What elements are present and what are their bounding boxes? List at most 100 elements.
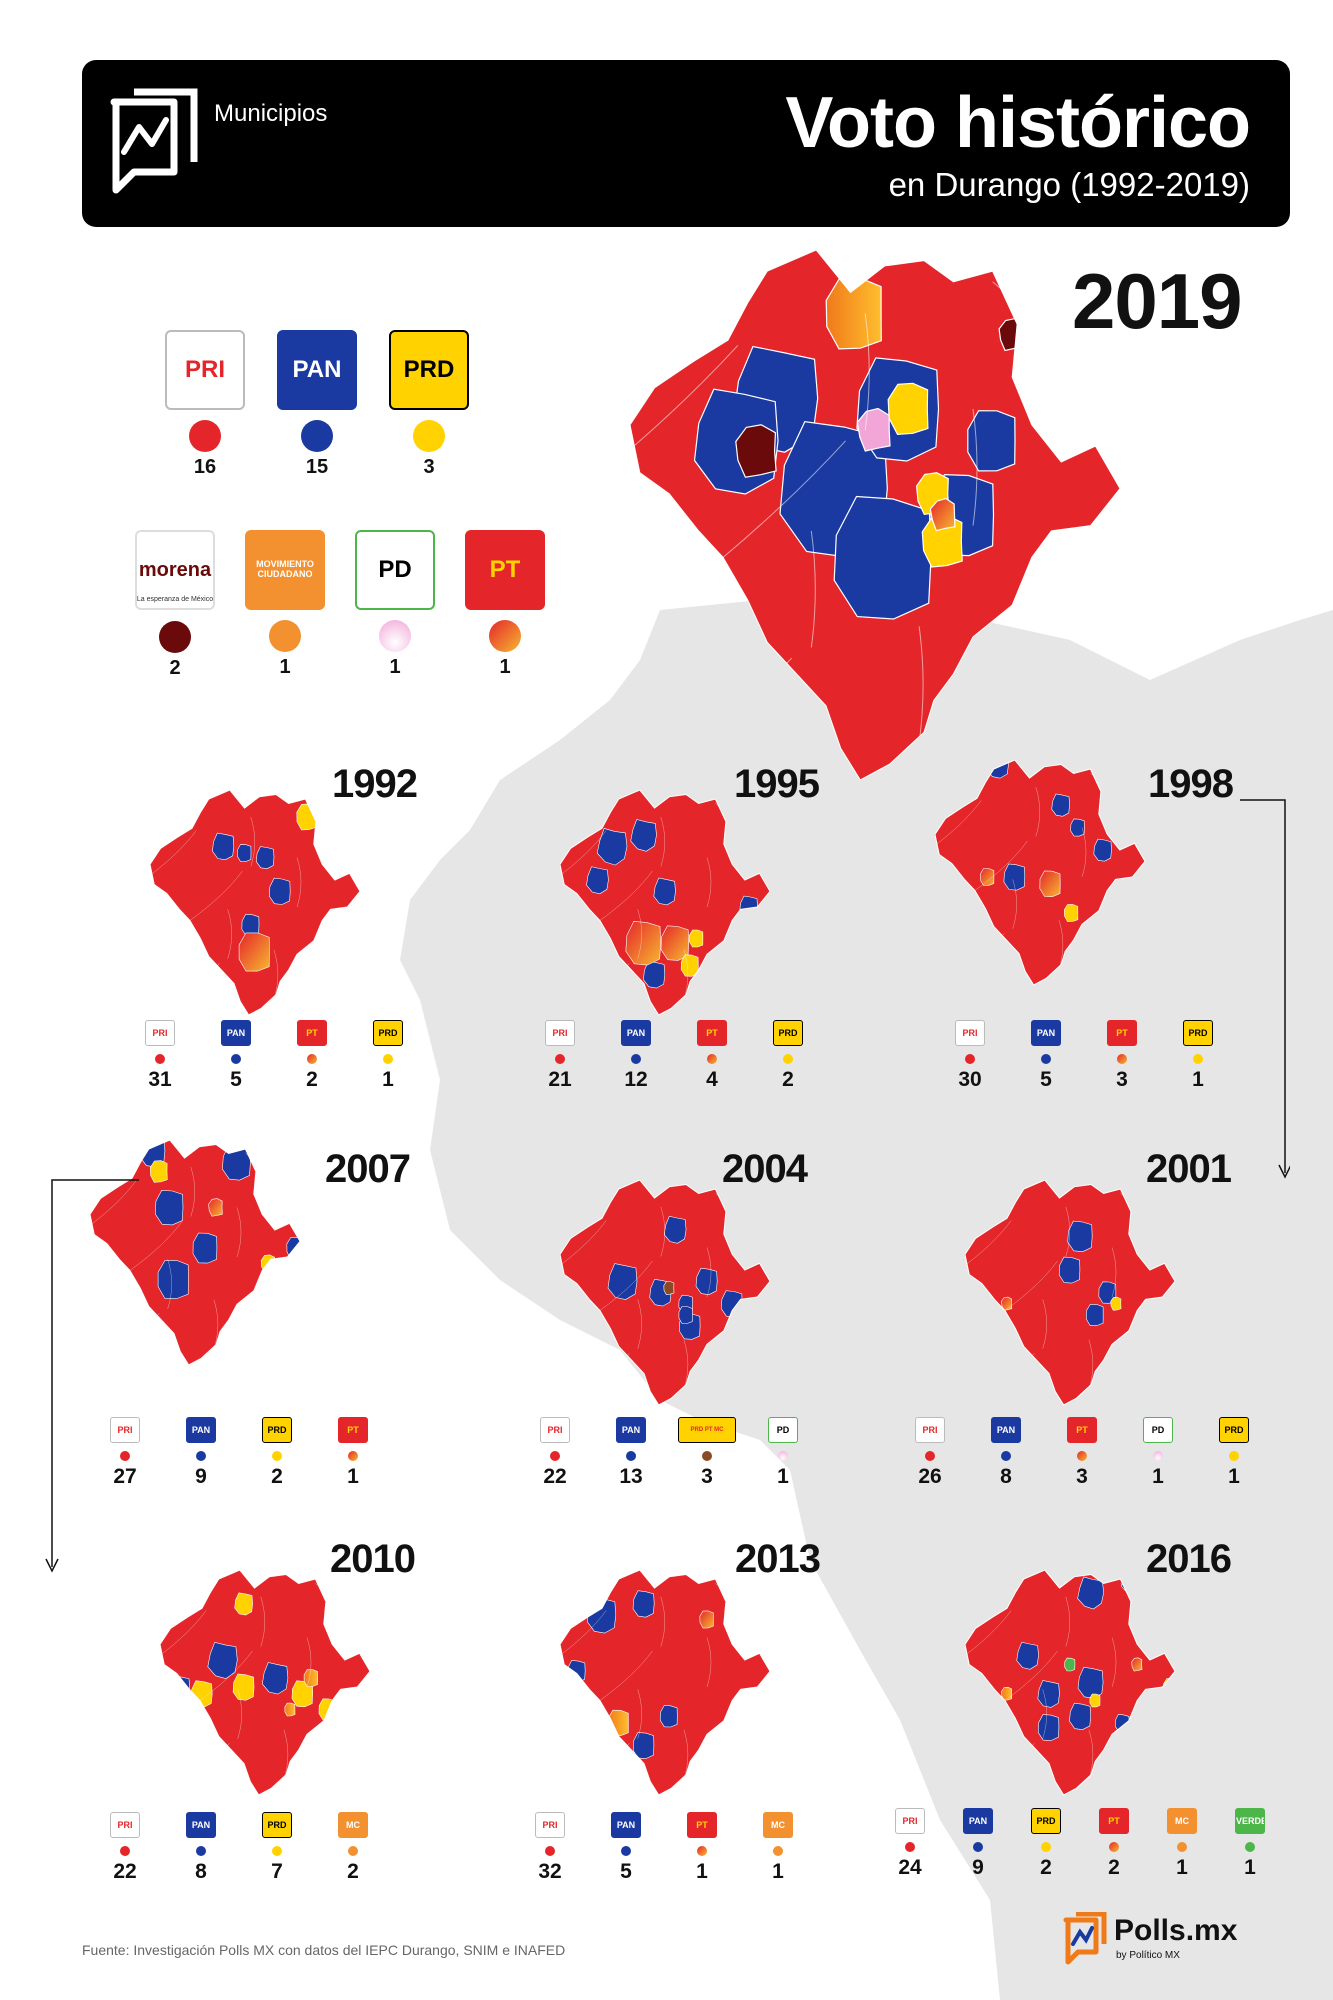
map-2001-base-pri [965, 1180, 1175, 1405]
map-1995-border [560, 830, 607, 881]
legend-item-pt: PT 3 [1052, 1417, 1112, 1489]
legend-item-pt: PT 4 [682, 1020, 742, 1092]
legend-dot [231, 1054, 241, 1064]
map-1992-border [250, 816, 256, 867]
map-2013-region-mc [607, 1709, 629, 1737]
legend-count: 1 [1192, 1068, 1204, 1091]
legend-count: 8 [195, 1860, 207, 1883]
map-2001-region-pan [1086, 1304, 1104, 1326]
map-2019-border [630, 562, 685, 680]
map-2016-region-mc [1001, 1686, 1013, 1701]
main-legend-item-prd: PRD 3 [384, 330, 474, 479]
party-logo-pt-icon: PT [297, 1020, 327, 1046]
map-1992-border [150, 830, 197, 881]
legend-count: 1 [499, 656, 511, 678]
map-1992-border [164, 976, 218, 1015]
legend-item-pt: PT 1 [323, 1417, 383, 1489]
legend-count: 5 [620, 1860, 632, 1883]
legend-count: 2 [1108, 1856, 1120, 1879]
map-1998-region-pan [1093, 838, 1112, 862]
legend-dot [269, 620, 301, 652]
legend-count: 1 [389, 656, 401, 678]
legend-count: 1 [772, 1860, 784, 1883]
chart-logo-icon [110, 88, 198, 194]
map-1995-border [599, 870, 653, 921]
map-2016-border [1111, 1637, 1117, 1688]
map-2013-region-pan [659, 1705, 678, 1728]
arrow-2007-to-2010 [45, 1179, 139, 1573]
legend-count: 8 [1000, 1465, 1012, 1488]
map-2019-border [668, 657, 793, 776]
party-logo-pan-icon: PAN [186, 1812, 216, 1838]
map-2001-region-pan [1167, 1310, 1175, 1329]
map-2001-border [1004, 1260, 1058, 1311]
map-2016-region-prd [1089, 1693, 1101, 1708]
legend-count: 1 [347, 1465, 359, 1488]
map-1992 [150, 790, 361, 1016]
map-2019-region-mc [825, 277, 882, 350]
map-1992-border [319, 990, 325, 1015]
map-2007-border [236, 1207, 242, 1258]
legend-dot [1193, 1054, 1203, 1064]
legend-dot [621, 1846, 631, 1856]
map-2013-border [576, 1743, 630, 1794]
legend-dot [189, 420, 221, 452]
year-label-1992: 1992 [332, 762, 418, 806]
map-2019-region-pan [967, 410, 1016, 472]
legend-count: 1 [1176, 1856, 1188, 1879]
legend-item-pd: PD 1 [753, 1417, 813, 1489]
map-2013-region-pan [567, 1660, 586, 1683]
map-2001-region-pan [1067, 1220, 1093, 1253]
legend-dot [307, 1054, 317, 1064]
map-2016-region-prd [1163, 1678, 1175, 1696]
map-2019-region-morena [998, 318, 1025, 352]
legend-count: 1 [382, 1068, 394, 1091]
map-2007-border [129, 1220, 183, 1271]
map-2016-region-pan [1016, 1641, 1039, 1670]
legend-item-pri: PRI 31 [130, 1020, 190, 1092]
map-2004 [560, 1180, 771, 1406]
legend-item-pan: PAN 5 [596, 1812, 656, 1884]
party-logo-pan-icon: PAN [186, 1417, 216, 1443]
map-1995-border [574, 976, 628, 1015]
map-1992-region-pan [255, 846, 275, 870]
party-logo-pan-icon: PAN [611, 1812, 641, 1838]
map-2010-border [199, 1650, 253, 1701]
year-label-2016: 2016 [1146, 1537, 1232, 1581]
party-logo-pan-icon: PAN [991, 1417, 1021, 1443]
party-logo-pt-icon: PT [1067, 1417, 1097, 1443]
map-2016-border [1042, 1689, 1047, 1739]
party-logo-prd-icon: PRD [373, 1020, 403, 1046]
map-2004-border [637, 1299, 642, 1349]
map-2004-region-prd_pt_mc [663, 1281, 675, 1295]
map-1992-region-pan [212, 832, 235, 861]
map-2001-border [979, 1366, 1033, 1405]
party-logo-prd-icon: PRD [1183, 1020, 1213, 1046]
main-legend-item-mc: MOVIMIENTO CIUDADANO 1 [240, 530, 330, 679]
map-2019-region-pd [856, 407, 891, 452]
map-2016-region-pt [1131, 1657, 1143, 1672]
legend-count: 3 [1116, 1068, 1128, 1091]
legend-item-pri: PRI 24 [880, 1808, 940, 1880]
map-2013-border [729, 1770, 735, 1795]
map-2001-border [981, 1353, 1035, 1404]
legend-item-pri: PRI 26 [900, 1417, 960, 1489]
party-logo-pri-icon: PRI [895, 1808, 925, 1834]
map-1998-region-prd [1063, 904, 1079, 922]
legend-dot [348, 1846, 358, 1856]
party-logo-pri-icon: PRI [955, 1020, 985, 1046]
map-1998-border [974, 840, 1028, 891]
map-2010-region-prd [232, 1673, 255, 1701]
map-2004-border [660, 1206, 666, 1257]
party-logo-pt-icon: PT [697, 1020, 727, 1046]
legend-dot [545, 1846, 555, 1856]
legend-count: 2 [782, 1068, 794, 1091]
legend-item-pan: PAN 5 [1016, 1020, 1076, 1092]
legend-dot [272, 1846, 282, 1856]
legend-count: 2 [347, 1860, 359, 1883]
legend-count: 7 [271, 1860, 283, 1883]
map-2010-region-pan [171, 1675, 191, 1699]
legend-count: 4 [706, 1068, 718, 1091]
map-2004-outline [560, 1180, 771, 1406]
map-2004-border [706, 1247, 712, 1298]
